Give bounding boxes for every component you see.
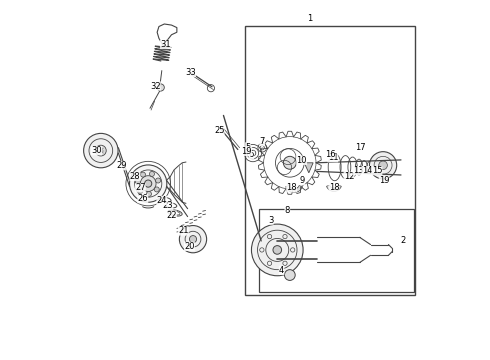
Wedge shape bbox=[326, 185, 342, 192]
Text: 12: 12 bbox=[344, 172, 354, 181]
Text: 26: 26 bbox=[138, 194, 148, 203]
Text: 23: 23 bbox=[163, 201, 173, 210]
Text: 24: 24 bbox=[156, 196, 167, 205]
Circle shape bbox=[96, 145, 106, 156]
Text: 4: 4 bbox=[279, 266, 284, 275]
Text: 5: 5 bbox=[245, 143, 250, 152]
Circle shape bbox=[135, 180, 141, 185]
Circle shape bbox=[283, 156, 296, 169]
Text: 14: 14 bbox=[362, 166, 372, 175]
Text: 18: 18 bbox=[329, 183, 339, 192]
Text: 9: 9 bbox=[300, 176, 305, 185]
Circle shape bbox=[156, 178, 161, 183]
Text: 25: 25 bbox=[214, 126, 224, 135]
Text: 13: 13 bbox=[353, 166, 363, 175]
Circle shape bbox=[285, 270, 295, 280]
Text: 6: 6 bbox=[249, 150, 254, 159]
Text: 8: 8 bbox=[285, 206, 290, 215]
Circle shape bbox=[129, 165, 167, 202]
Text: 19: 19 bbox=[379, 176, 390, 185]
Circle shape bbox=[273, 246, 282, 254]
Circle shape bbox=[179, 226, 207, 253]
Circle shape bbox=[190, 235, 196, 243]
Circle shape bbox=[251, 224, 303, 276]
Text: 19: 19 bbox=[242, 147, 252, 156]
Text: 3: 3 bbox=[268, 216, 273, 225]
Bar bbox=[259, 209, 414, 292]
Circle shape bbox=[141, 172, 146, 177]
Text: 31: 31 bbox=[160, 40, 171, 49]
Text: 2: 2 bbox=[401, 236, 406, 245]
Circle shape bbox=[145, 180, 152, 187]
Text: 28: 28 bbox=[129, 172, 140, 181]
Text: 33: 33 bbox=[185, 68, 196, 77]
Bar bbox=[245, 26, 416, 295]
Text: 7: 7 bbox=[260, 137, 265, 146]
Circle shape bbox=[369, 152, 397, 179]
Text: 22: 22 bbox=[166, 211, 177, 220]
Text: 10: 10 bbox=[296, 156, 307, 165]
Circle shape bbox=[154, 187, 159, 192]
Wedge shape bbox=[286, 185, 302, 193]
Text: 29: 29 bbox=[116, 161, 126, 170]
Text: 1: 1 bbox=[307, 14, 312, 23]
Circle shape bbox=[138, 188, 143, 193]
Circle shape bbox=[157, 84, 164, 91]
Text: 20: 20 bbox=[184, 242, 195, 251]
Circle shape bbox=[379, 161, 388, 170]
Text: 15: 15 bbox=[372, 166, 382, 175]
Text: 18: 18 bbox=[286, 183, 297, 192]
Text: 30: 30 bbox=[91, 146, 102, 155]
Text: 11: 11 bbox=[328, 153, 338, 162]
Text: 27: 27 bbox=[135, 183, 146, 192]
Circle shape bbox=[140, 176, 156, 192]
Circle shape bbox=[84, 134, 118, 168]
Text: 32: 32 bbox=[150, 82, 161, 91]
Polygon shape bbox=[304, 163, 313, 173]
Circle shape bbox=[149, 171, 154, 176]
Text: 21: 21 bbox=[178, 226, 189, 235]
Circle shape bbox=[147, 192, 151, 197]
Text: 16: 16 bbox=[325, 150, 335, 159]
Text: 17: 17 bbox=[355, 143, 366, 152]
